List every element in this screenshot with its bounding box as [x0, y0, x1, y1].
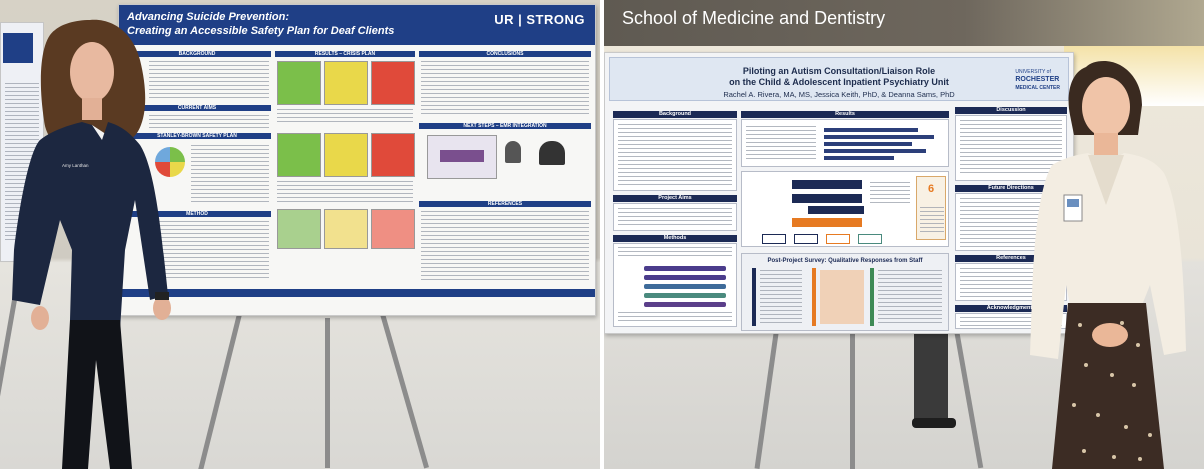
poster-title-line1: Advancing Suicide Prevention: — [127, 11, 289, 23]
section-methods: Methods — [613, 235, 737, 242]
crisis-plan-grid-2 — [277, 133, 415, 177]
discussion-box — [955, 115, 1067, 181]
poster-suicide-prevention: Advancing Suicide Prevention: Creating a… — [118, 4, 596, 316]
section-next-steps: NEXT STEPS – EMR INTEGRATION — [419, 123, 591, 129]
section-current-aims: CURRENT AIMS — [123, 105, 271, 111]
section-conclusions: CONCLUSIONS — [419, 51, 591, 57]
easel-leg-right — [380, 313, 430, 469]
section-discussion: Discussion — [955, 107, 1067, 114]
poster-title-line2: on the Child & Adolescent Inpatient Psyc… — [729, 77, 949, 87]
section-background: BACKGROUND — [123, 51, 271, 57]
poster-title-line2: Creating an Accessible Safety Plan for D… — [127, 25, 395, 37]
diagnosis-box: 6 — [741, 171, 949, 247]
poster-title-line1: Piloting an Autism Consultation/Liaison … — [742, 66, 936, 76]
crisis-plan-grid-1 — [277, 61, 415, 105]
poster-logo: UR | STRONG — [494, 12, 585, 27]
section-acknowledgments: Acknowledgments — [955, 305, 1067, 312]
poster-authors: Rachel A. Rivera, MA, MS, Jessica Keith,… — [723, 90, 955, 99]
safety-plan-wheel — [155, 147, 185, 177]
conclusions-text — [421, 61, 589, 117]
section-references: References — [955, 255, 1067, 262]
method-text — [155, 221, 269, 281]
background-box — [613, 119, 737, 191]
poster-title-band: Piloting an Autism Consultation/Liaison … — [609, 57, 1069, 101]
aims-text — [149, 115, 269, 129]
results-chart-box — [741, 119, 949, 167]
poster-header-band: Advancing Suicide Prevention: Creating a… — [119, 5, 595, 45]
section-method: METHOD — [123, 211, 271, 217]
logo-line1: UNIVERSITY of — [1015, 69, 1051, 75]
section-results: RESULTS – CRISIS PLAN — [275, 51, 415, 57]
presenter-left — [12, 19, 171, 469]
background-person-shoes — [912, 418, 956, 428]
section-background: Background — [613, 111, 737, 118]
safety-plan-text — [191, 145, 269, 205]
methods-box — [613, 243, 737, 327]
right-photo: School of Medicine and Dentistry Pilotin… — [604, 0, 1204, 469]
easel-leg-right-1 — [754, 329, 779, 469]
crisis-plan-grid-3 — [277, 209, 415, 249]
results-text-1 — [277, 109, 413, 125]
section-safety-plan: STANLEY-BROWN SAFETY PLAN — [123, 133, 271, 139]
section-results: Results — [741, 111, 949, 118]
easel-leg-right-3 — [954, 329, 984, 469]
person-icon-2 — [539, 141, 565, 165]
logo-line2: ROCHESTER — [1015, 76, 1060, 83]
easel-leg-center — [325, 318, 330, 468]
emr-screenshot — [427, 135, 497, 179]
survey-heading: Post-Project Survey: Qualitative Respons… — [767, 258, 923, 264]
school-sign-text: School of Medicine and Dentistry — [622, 8, 886, 28]
presenter-right — [1030, 61, 1186, 469]
school-sign: School of Medicine and Dentistry — [604, 0, 1204, 46]
left-photo: Advancing Suicide Prevention: Creating a… — [0, 0, 600, 469]
poster-autism-consultation: Piloting an Autism Consultation/Liaison … — [604, 52, 1074, 334]
poster-footer-band — [119, 289, 595, 297]
survey-box: Post-Project Survey: Qualitative Respons… — [741, 253, 949, 331]
name-tag: Amy Lanthan — [62, 163, 89, 168]
easel-leg-left — [198, 309, 243, 469]
urmc-logo: UNIVERSITY of ROCHESTER MEDICAL CENTER — [1015, 68, 1060, 92]
results-text-2 — [277, 181, 413, 203]
big-number: 6 — [927, 183, 935, 195]
references-text — [421, 211, 589, 281]
project-aims-box — [613, 203, 737, 231]
section-project-aims: Project Aims — [613, 195, 737, 202]
background-text — [149, 61, 269, 101]
person-icon-1 — [505, 141, 521, 163]
background-person-legs — [914, 334, 948, 424]
section-references: REFERENCES — [419, 201, 591, 207]
logo-line3: MEDICAL CENTER — [1015, 85, 1060, 91]
easel-leg-right-2 — [850, 330, 855, 469]
section-future-directions: Future Directions — [955, 185, 1067, 192]
